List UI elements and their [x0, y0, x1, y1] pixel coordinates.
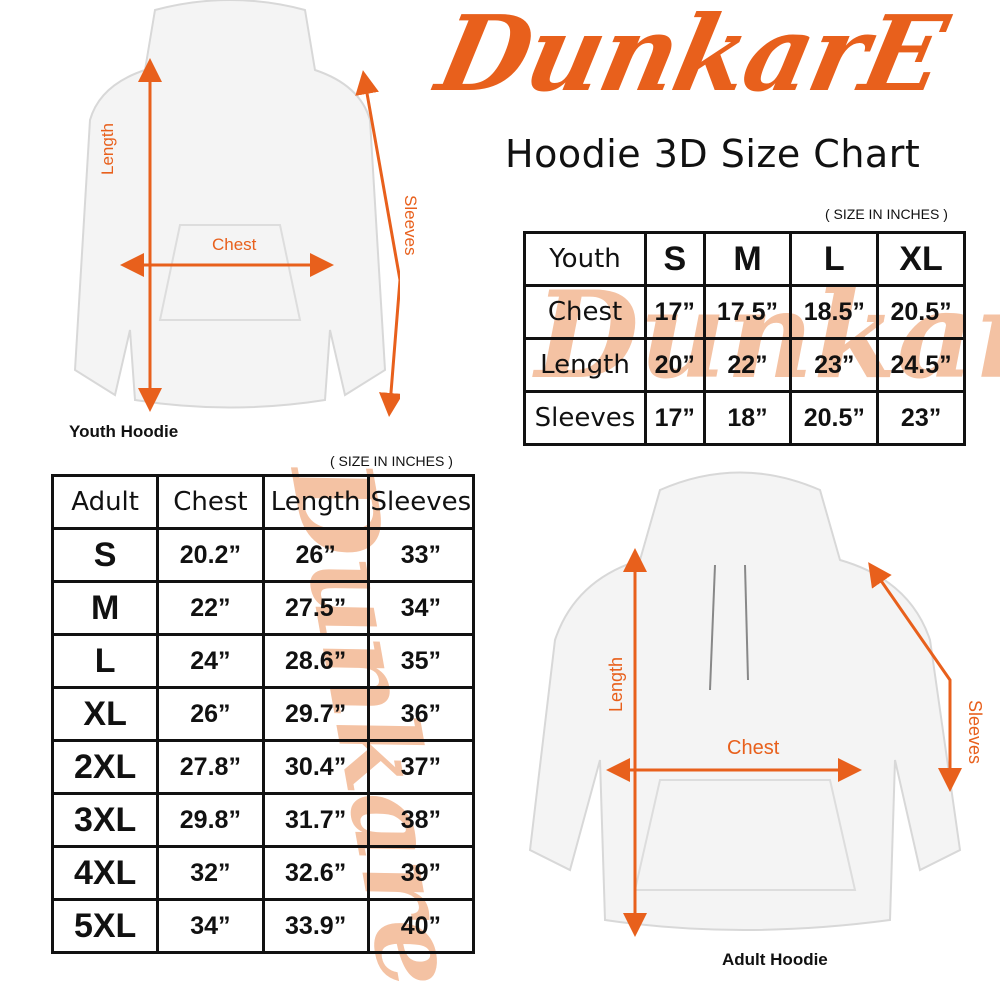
- table-header-cell: Adult: [50, 474, 160, 530]
- adult-length-label: Length: [606, 656, 626, 712]
- table-cell: 32.6”: [261, 845, 370, 901]
- table-header-cell: S: [644, 231, 706, 287]
- table-cell: 18.5”: [789, 284, 880, 340]
- table-cell: 23”: [876, 390, 966, 446]
- youth-size-table: Youth S M L XL Chest 17” 17.5” 18.5” 20.5” Length 2…: [523, 231, 966, 446]
- table-cell: 29.7”: [261, 686, 370, 742]
- table-cell: 20”: [644, 337, 706, 393]
- table-cell: 17”: [644, 390, 706, 446]
- table-cell: 24”: [156, 633, 265, 689]
- table-cell: 36”: [366, 686, 476, 742]
- table-cell: 26”: [156, 686, 265, 742]
- table-row: Length 20” 22” 23” 24.5”: [523, 337, 966, 393]
- table-row: Chest 17” 17.5” 18.5” 20.5”: [523, 284, 966, 340]
- table-row-label: Sleeves: [523, 390, 647, 446]
- adult-size-table: Adult Chest Length Sleeves S 20.2” 26” 33” M 22” 2…: [50, 474, 476, 954]
- youth-units-note: ( SIZE IN INCHES ): [825, 206, 948, 222]
- table-row: 2XL 27.8” 30.4” 37”: [50, 739, 476, 795]
- table-cell: 22”: [702, 337, 793, 393]
- table-header-cell: Length: [261, 474, 370, 530]
- adult-sleeves-label: Sleeves: [965, 700, 985, 765]
- table-row: M 22” 27.5” 34”: [50, 580, 476, 636]
- table-cell: 20.5”: [789, 390, 880, 446]
- table-cell: 37”: [366, 739, 476, 795]
- table-cell: 32”: [156, 845, 265, 901]
- table-row: Sleeves 17” 18” 20.5” 23”: [523, 390, 966, 446]
- table-cell: 26”: [261, 527, 370, 583]
- table-cell: 34”: [366, 580, 476, 636]
- table-header-cell: Sleeves: [366, 474, 476, 530]
- table-row: 4XL 32” 32.6” 39”: [50, 845, 476, 901]
- table-cell: 24.5”: [876, 337, 966, 393]
- adult-hoodie-image: [528, 471, 962, 937]
- table-cell: 40”: [366, 898, 476, 954]
- youth-hoodie-image: [73, 0, 400, 417]
- table-row-label: M: [50, 580, 160, 636]
- page-title: Hoodie 3D Size Chart: [505, 132, 921, 176]
- adult-hoodie-caption: Adult Hoodie: [722, 950, 828, 969]
- table-row: XL 26” 29.7” 36”: [50, 686, 476, 742]
- table-cell: 31.7”: [261, 792, 370, 848]
- table-cell: 22”: [156, 580, 265, 636]
- table-row: 5XL 34” 33.9” 40”: [50, 898, 476, 954]
- table-cell: 20.2”: [156, 527, 265, 583]
- table-cell: 20.5”: [876, 284, 966, 340]
- youth-length-label: Length: [98, 123, 117, 175]
- table-cell: 17.5”: [702, 284, 793, 340]
- table-row-label: 3XL: [50, 792, 160, 848]
- table-row-label: 5XL: [50, 898, 160, 954]
- table-cell: 29.8”: [156, 792, 265, 848]
- table-row-label: 2XL: [50, 739, 160, 795]
- table-cell: 35”: [366, 633, 476, 689]
- youth-sleeves-label: Sleeves: [401, 195, 420, 256]
- table-row-label: L: [50, 633, 160, 689]
- table-cell: 27.5”: [261, 580, 370, 636]
- table-row-label: S: [50, 527, 160, 583]
- table-header-cell: XL: [876, 231, 966, 287]
- table-header-row: Adult Chest Length Sleeves: [50, 474, 476, 530]
- table-cell: 33”: [366, 527, 476, 583]
- adult-chest-label: Chest: [727, 737, 780, 759]
- adult-units-note: ( SIZE IN INCHES ): [330, 453, 453, 469]
- table-cell: 30.4”: [261, 739, 370, 795]
- table-cell: 18”: [702, 390, 793, 446]
- table-row-label: Chest: [523, 284, 647, 340]
- youth-hoodie-caption: Youth Hoodie: [69, 422, 179, 441]
- table-cell: 33.9”: [261, 898, 370, 954]
- table-header-cell: L: [789, 231, 880, 287]
- table-cell: 23”: [789, 337, 880, 393]
- youth-chest-label: Chest: [212, 235, 257, 254]
- table-cell: 39”: [366, 845, 476, 901]
- brand-logo: DunkarE: [426, 0, 1000, 122]
- brand-logo-text: DunkarE: [427, 0, 955, 115]
- table-header-row: Youth S M L XL: [523, 231, 966, 287]
- table-cell: 38”: [366, 792, 476, 848]
- table-header-cell: Chest: [156, 474, 265, 530]
- table-row-label: XL: [50, 686, 160, 742]
- table-cell: 34”: [156, 898, 265, 954]
- table-header-cell: M: [702, 231, 793, 287]
- table-row: S 20.2” 26” 33”: [50, 527, 476, 583]
- table-header-cell: Youth: [523, 231, 647, 287]
- table-row: 3XL 29.8” 31.7” 38”: [50, 792, 476, 848]
- table-row-label: 4XL: [50, 845, 160, 901]
- table-cell: 27.8”: [156, 739, 265, 795]
- table-cell: 28.6”: [261, 633, 370, 689]
- table-row-label: Length: [523, 337, 647, 393]
- table-row: L 24” 28.6” 35”: [50, 633, 476, 689]
- table-cell: 17”: [644, 284, 706, 340]
